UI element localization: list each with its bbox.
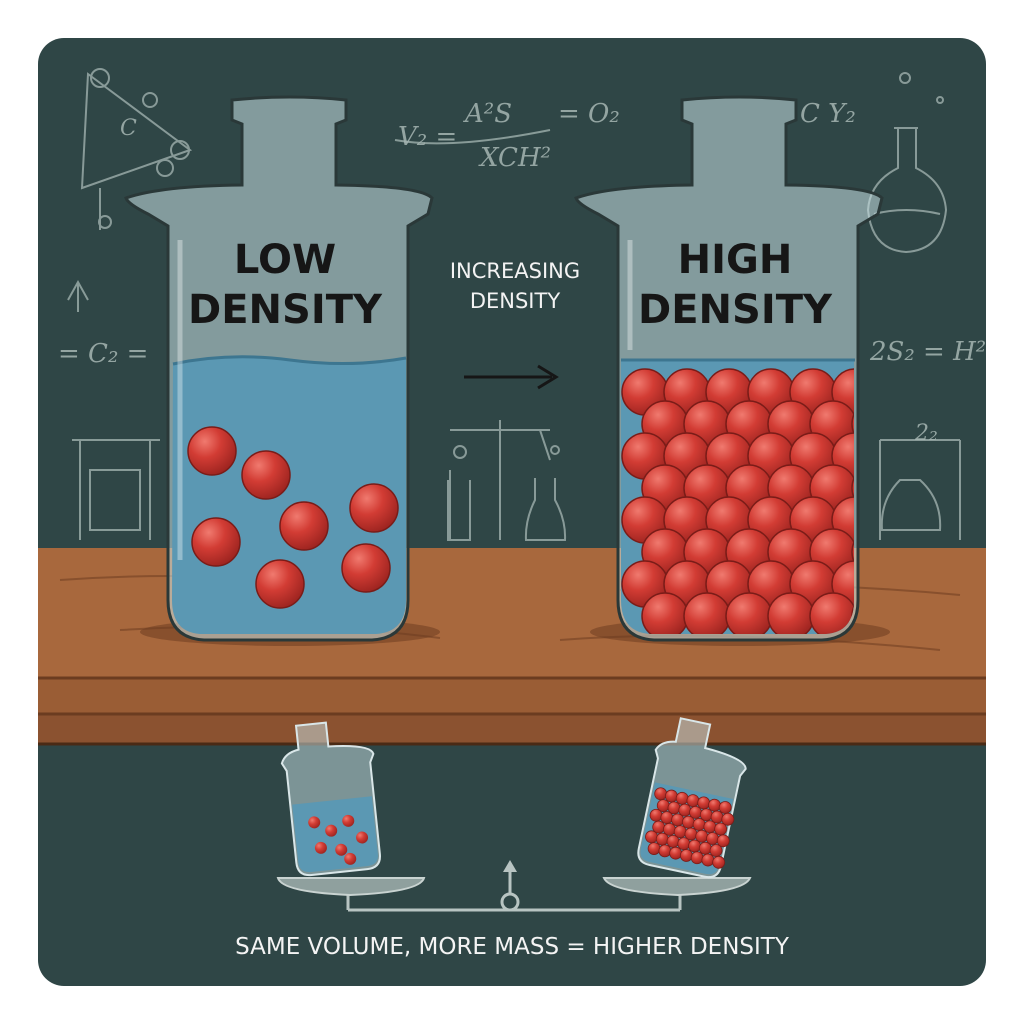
particle	[716, 834, 730, 848]
high-density-jar	[574, 95, 884, 642]
particle	[851, 528, 854, 576]
particle	[191, 517, 241, 567]
formula-22: 2₂	[914, 421, 938, 446]
particle	[712, 855, 726, 869]
formula-a2s: A²S	[463, 99, 512, 129]
formula-v2: V₂ =	[398, 122, 457, 152]
particle	[341, 543, 391, 593]
particle	[851, 400, 854, 448]
formula-2s2h2: 2S₂ = H²	[869, 337, 986, 367]
low-density-label: LOW DENSITY	[188, 237, 382, 333]
particle	[241, 450, 291, 500]
formula-c2: = C₂ =	[58, 339, 148, 369]
increasing-density-label: INCREASING DENSITY	[449, 259, 581, 313]
particle	[725, 592, 773, 634]
particle	[349, 483, 399, 533]
particle	[279, 501, 329, 551]
low-density-jar	[124, 95, 434, 642]
high-density-label: HIGH DENSITY	[638, 237, 832, 333]
small-low-density-jar	[280, 721, 381, 877]
particle	[683, 592, 731, 634]
arrow-icon	[464, 364, 559, 390]
particle	[187, 426, 237, 476]
caption: SAME VOLUME, MORE MASS = HIGHER DENSITY	[235, 934, 789, 960]
formula-c-triangle: C	[120, 116, 137, 141]
particle	[709, 844, 723, 857]
particle	[767, 592, 815, 634]
particle	[721, 812, 735, 826]
balance-scale-icon	[276, 717, 752, 912]
particle	[641, 592, 689, 634]
particle	[714, 822, 728, 836]
formula-cy2: C Y₂	[800, 99, 856, 129]
chalk-formulas: V₂ = A²S XCH² = O₂ C Y₂ C = C₂ = 2S₂ = H…	[58, 99, 986, 446]
small-high-density-jar	[637, 717, 747, 879]
particle	[851, 464, 854, 512]
high-density-particles	[621, 368, 854, 634]
particle	[255, 559, 305, 609]
formula-o2: = O₂	[558, 99, 620, 129]
particle	[718, 801, 732, 814]
low-density-particles	[187, 426, 399, 609]
formula-xch2: XCH²	[478, 143, 551, 173]
